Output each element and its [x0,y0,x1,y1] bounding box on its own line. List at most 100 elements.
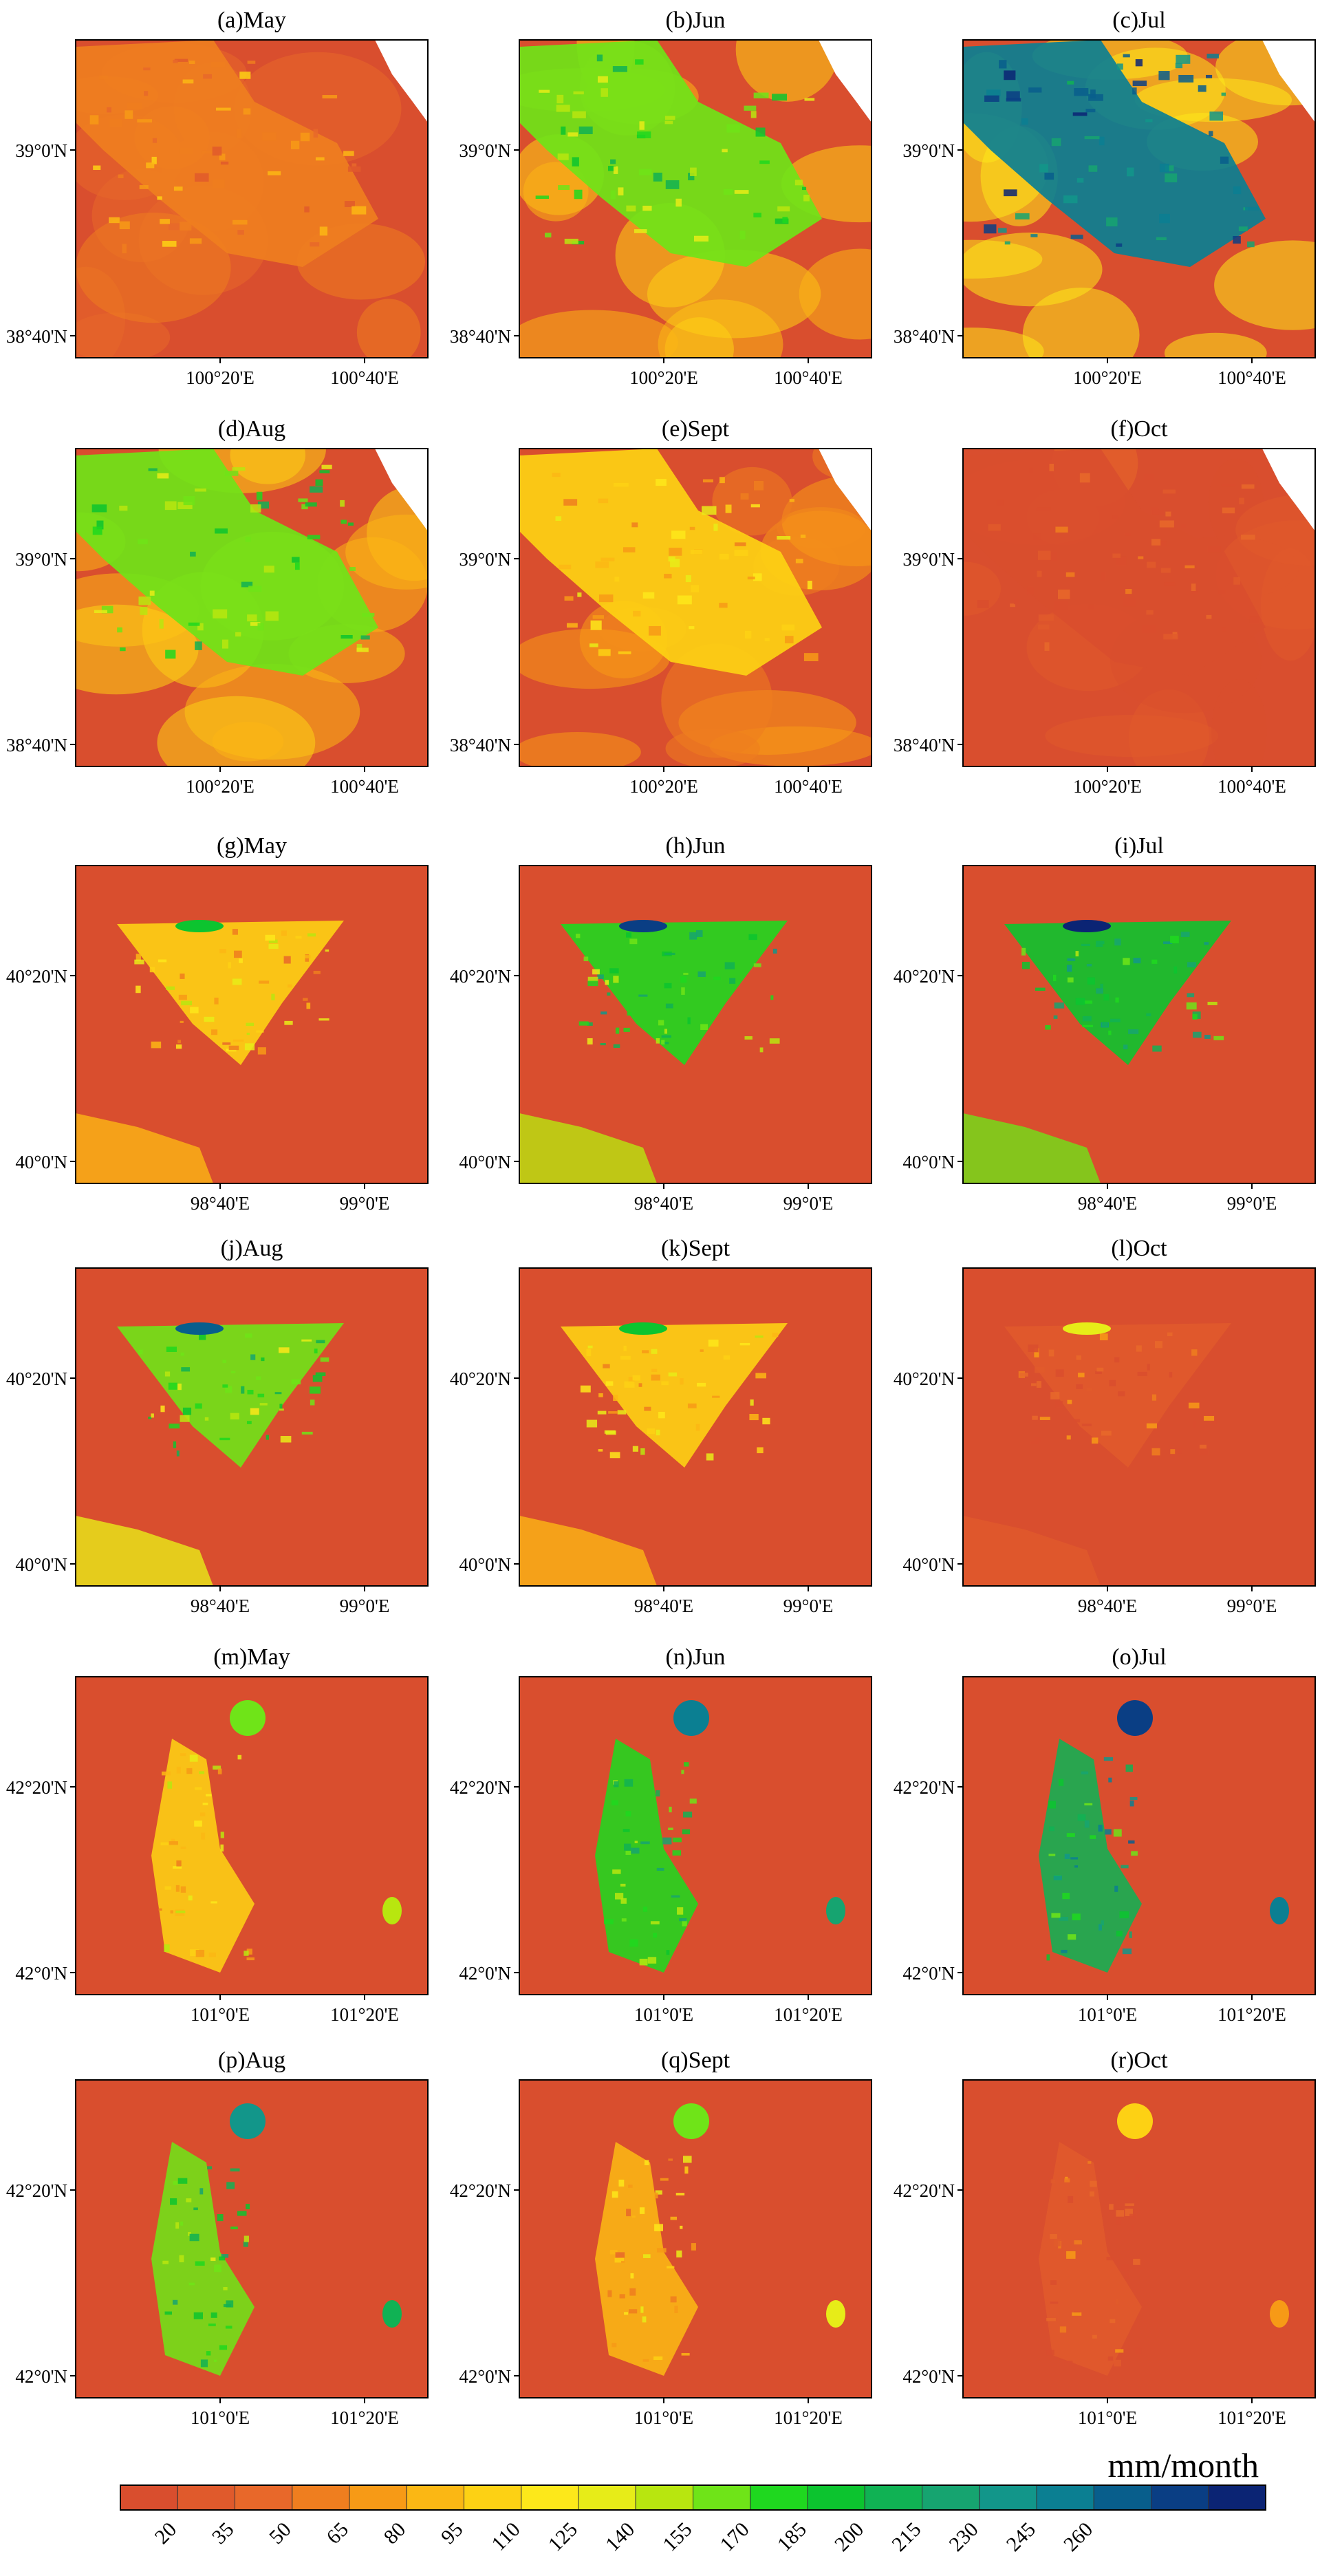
field-speckle [294,562,300,570]
field-speckle [1081,943,1091,947]
lat-tick-label: 38°40'N [6,735,67,755]
field-speckle [749,1414,759,1421]
field-speckle [700,1349,704,1352]
field-speckle [1191,591,1198,594]
field-speckle [321,464,332,469]
field-speckle [1116,2298,1119,2305]
field-speckle [603,1364,610,1368]
field-speckle [1128,1840,1135,1844]
field-speckle [356,644,362,651]
field-speckle [634,1840,638,1843]
field-speckle [158,959,167,963]
field-speckle [210,1901,217,1904]
panel-title: (g)May [217,833,287,859]
field-speckle [753,92,769,98]
lake [382,2300,402,2328]
field-speckle [204,1417,209,1421]
field-speckle [190,1949,199,1957]
field-speckle [597,974,604,979]
field-speckle [674,2306,678,2313]
field-speckle [151,1413,154,1418]
field-speckle [314,1349,318,1354]
field-speckle [555,516,562,522]
field-speckle [1036,507,1051,511]
field-speckle [182,79,194,84]
field-speckle [152,138,158,143]
field-speckle [160,1405,165,1413]
field-speckle [583,956,589,962]
field-speckle [195,2261,205,2266]
field-speckle [605,1381,614,1386]
field-speckle [1058,1779,1064,1786]
field-speckle [340,500,345,507]
field-speckle [1123,958,1130,965]
field-speckle [1115,997,1119,1003]
field-speckle [734,542,746,546]
field-speckle [1158,541,1167,546]
colorbar-tick-label: 245 [1002,2518,1040,2556]
field-speckle [295,936,302,939]
colorbar-segment [1036,2484,1094,2511]
field-speckle [613,976,619,983]
lat-tick-label: 42°20'N [450,1777,511,1798]
lon-tick-label: 100°20'E [629,776,698,797]
field-speckle [166,1346,177,1352]
field-speckle [1116,63,1123,70]
delta-area [561,1323,788,1468]
colorbar-tick-label: 65 [322,2518,353,2549]
field-speckle [1082,1016,1092,1022]
field-speckle [190,1007,199,1013]
field-speckle [160,219,170,224]
field-speckle [729,978,736,984]
field-speckle [230,1371,236,1373]
field-speckle [609,968,619,974]
field-speckle [1072,2312,1082,2316]
field-speckle [1048,1349,1054,1357]
field-speckle [1178,74,1194,83]
field-speckle [697,971,706,977]
field-speckle [723,1355,731,1360]
field-speckle [544,233,552,238]
field-speckle [149,590,155,596]
field-speckle [1096,1367,1104,1372]
field-speckle [772,94,788,101]
field-speckle [639,121,645,130]
field-speckle [1072,112,1087,116]
field-speckle [633,610,641,617]
field-speckle [290,140,300,149]
lat-tick-label: 40°0'N [15,1554,67,1575]
field-speckle [237,129,241,138]
delta-area [1004,921,1231,1065]
field-speckle [171,1838,175,1843]
no-data-area [1262,40,1315,122]
field-speckle [625,1811,631,1817]
field-speckle [1039,1417,1050,1420]
oasis-area [963,40,1266,267]
field-speckle [653,2356,663,2361]
field-speckle [279,1404,283,1410]
field-speckle [96,520,104,530]
field-speckle [770,995,774,1000]
field-speckle [349,567,356,571]
colorbar-segment [750,2484,808,2511]
field-speckle [315,479,323,486]
lon-tick-label: 98°40'E [634,1596,693,1616]
field-speckle [1108,1030,1112,1035]
field-speckle [1100,983,1103,989]
lat-tick-label: 40°0'N [902,1152,955,1172]
map-panel: (n)Jun 42°20'N 42°0'N 101°0'E 101°20'E [450,1644,872,2025]
field-speckle [675,198,682,207]
field-speckle [1079,473,1090,483]
field-speckle [219,2345,228,2350]
map-field [76,40,428,358]
lon-tick-label: 101°0'E [191,2407,250,2428]
field-speckle [1076,1355,1081,1360]
field-speckle [631,522,638,528]
lon-tick-label: 101°20'E [774,2407,843,2428]
field-speckle [1121,2264,1130,2271]
field-speckle [1156,237,1167,241]
field-speckle [1067,1399,1072,1404]
field-speckle [578,1021,589,1026]
field-speckle [315,157,325,161]
field-speckle [620,1355,631,1360]
